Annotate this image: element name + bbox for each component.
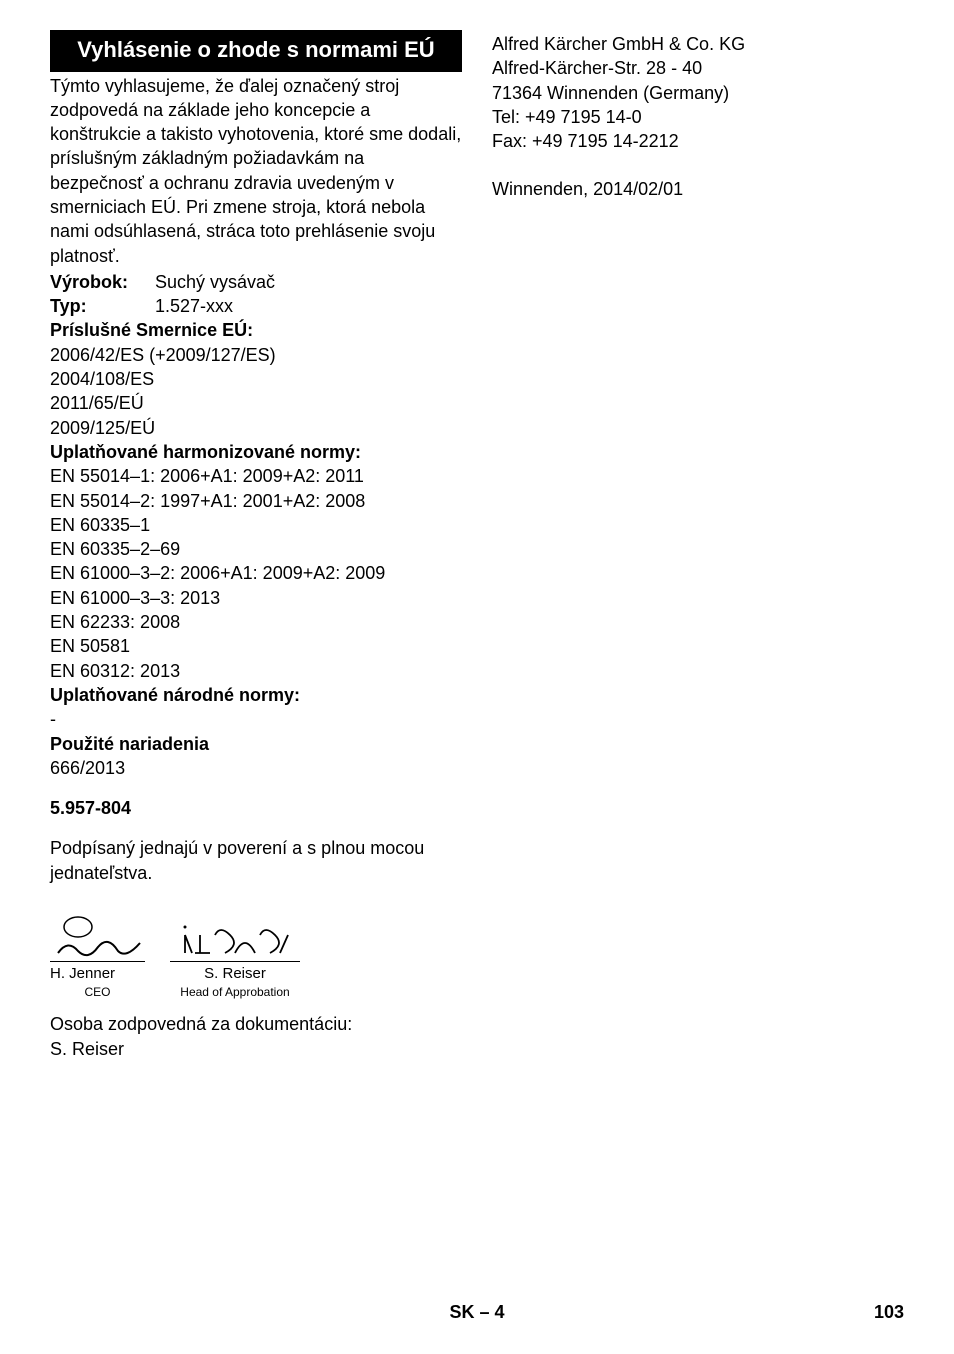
regulations-item: 666/2013: [50, 756, 462, 780]
directive-item: 2004/108/ES: [50, 367, 462, 391]
harmonized-item: EN 61000–3–2: 2006+A1: 2009+A2: 2009: [50, 561, 462, 585]
directive-item: 2009/125/EÚ: [50, 416, 462, 440]
harmonized-item: EN 60312: 2013: [50, 659, 462, 683]
harmonized-item: EN 60335–1: [50, 513, 462, 537]
type-value: 1.527-xxx: [155, 294, 233, 318]
sig1-name: H. Jenner: [50, 961, 145, 984]
harmonized-item: EN 50581: [50, 634, 462, 658]
directive-item: 2011/65/EÚ: [50, 391, 462, 415]
document-number: 5.957-804: [50, 796, 462, 820]
national-item: -: [50, 707, 462, 731]
page-footer: SK – 4 103: [50, 1300, 904, 1324]
footer-center: SK – 4: [449, 1300, 504, 1324]
directives-heading: Príslušné Smernice EÚ:: [50, 318, 462, 342]
intro-paragraph: Týmto vyhlasujeme, že ďalej označený str…: [50, 74, 462, 268]
harmonized-item: EN 55014–2: 1997+A1: 2001+A2: 2008: [50, 489, 462, 513]
type-colon: :: [81, 296, 87, 316]
signature-reiser-icon: [170, 913, 300, 961]
company-city: 71364 Winnenden (Germany): [492, 81, 904, 105]
harmonized-item: EN 60335–2–69: [50, 537, 462, 561]
declaration-title: Vyhlásenie o zhode s normami EÚ: [50, 30, 462, 72]
place-date: Winnenden, 2014/02/01: [492, 177, 904, 201]
responsible-label: Osoba zodpovedná za dokumentáciu:: [50, 1012, 462, 1036]
company-street: Alfred-Kärcher-Str. 28 - 40: [492, 56, 904, 80]
product-label: Výrobok:: [50, 270, 155, 294]
company-fax: Fax: +49 7195 14-2212: [492, 129, 904, 153]
signatures-block: H. Jenner CEO S. Reiser Head of Approbat…: [50, 913, 462, 1000]
company-tel: Tel: +49 7195 14-0: [492, 105, 904, 129]
type-label: Typ: [50, 296, 81, 316]
directive-item: 2006/42/ES (+2009/127/ES): [50, 343, 462, 367]
signature-jenner-icon: [50, 913, 145, 961]
national-heading: Uplatňované národné normy:: [50, 683, 462, 707]
company-name: Alfred Kärcher GmbH & Co. KG: [492, 32, 904, 56]
regulations-heading: Použité nariadenia: [50, 732, 462, 756]
harmonized-item: EN 55014–1: 2006+A1: 2009+A2: 2011: [50, 464, 462, 488]
harmonized-heading: Uplatňované harmonizované normy:: [50, 440, 462, 464]
sig2-title: Head of Approbation: [170, 984, 300, 1000]
footer-page-number: 103: [874, 1300, 904, 1324]
sig1-title: CEO: [50, 984, 145, 1000]
harmonized-item: EN 62233: 2008: [50, 610, 462, 634]
responsible-name: S. Reiser: [50, 1037, 462, 1061]
harmonized-item: EN 61000–3–3: 2013: [50, 586, 462, 610]
product-value: Suchý vysávač: [155, 270, 275, 294]
signed-text: Podpísaný jednajú v poverení a s plnou m…: [50, 836, 462, 885]
sig2-name: S. Reiser: [170, 961, 300, 984]
